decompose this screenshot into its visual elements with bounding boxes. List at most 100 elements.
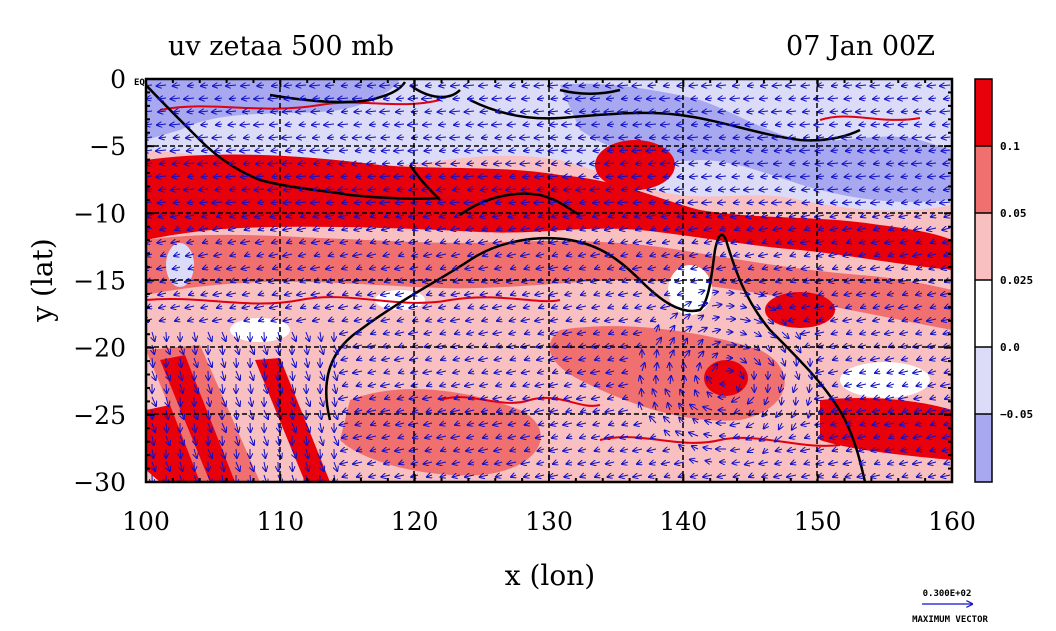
- positive-patch: [595, 140, 675, 190]
- wind-vector: [245, 228, 250, 230]
- wind-vector: [256, 163, 265, 164]
- wind-vector: [397, 98, 405, 99]
- wind-vector: [286, 215, 293, 217]
- wind-vector: [790, 189, 797, 190]
- wind-vector: [468, 514, 474, 516]
- wind-vector: [605, 202, 615, 203]
- wind-vector: [412, 111, 419, 112]
- wind-vector: [692, 124, 699, 125]
- wind-vector: [775, 189, 783, 190]
- wind-vector: [184, 189, 195, 190]
- wind-vector: [832, 176, 839, 177]
- wind-vector: [828, 189, 839, 190]
- wind-vector: [241, 124, 251, 125]
- wind-vector: [590, 189, 601, 190]
- wind-vector: [306, 488, 310, 497]
- wind-vector: [940, 202, 951, 203]
- wind-vector: [383, 241, 391, 243]
- wind-vector: [272, 176, 279, 177]
- wind-vector: [536, 163, 545, 164]
- wind-vector: [929, 189, 937, 190]
- wind-vector: [146, 150, 153, 151]
- wind-vector: [297, 137, 307, 138]
- wind-vector: [940, 85, 951, 86]
- wind-vector: [208, 488, 209, 497]
- wind-vector: [604, 137, 615, 138]
- wind-vector: [242, 215, 251, 217]
- wind-vector: [455, 215, 460, 217]
- wind-vector: [426, 85, 433, 86]
- wind-vector: [339, 163, 349, 164]
- wind-vector: [228, 241, 237, 243]
- wind-vector: [226, 176, 237, 177]
- wind-vector: [538, 98, 545, 99]
- wind-vector: [478, 150, 489, 151]
- wind-vector: [171, 98, 181, 99]
- wind-vector: [198, 163, 209, 164]
- wind-vector: [650, 137, 657, 138]
- wind-vector: [286, 124, 293, 125]
- wind-vector: [886, 85, 895, 86]
- wind-vector: [510, 501, 516, 503]
- wind-vector: [870, 176, 881, 177]
- wind-vector: [397, 189, 405, 190]
- wind-vector: [744, 98, 755, 99]
- wind-vector: [495, 85, 503, 86]
- wind-vector: [804, 137, 811, 138]
- wind-vector: [367, 202, 377, 203]
- wind-vector: [940, 176, 951, 177]
- wind-vector: [607, 98, 615, 99]
- wind-vector: [371, 215, 376, 217]
- wind-vector: [929, 150, 937, 151]
- wind-vector: [328, 137, 335, 138]
- wind-vector: [327, 202, 335, 203]
- wind-vector: [395, 124, 405, 125]
- wind-vector: [175, 228, 180, 230]
- wind-vector: [647, 215, 657, 217]
- wind-vector: [551, 98, 559, 99]
- wind-vector: [320, 488, 324, 497]
- wind-vector: [565, 111, 573, 112]
- wind-vector: [454, 98, 461, 99]
- wind-vector: [370, 124, 377, 125]
- wind-vector: [270, 215, 279, 217]
- wind-vector: [857, 137, 867, 138]
- wind-vector: [423, 163, 433, 164]
- wind-vector: [381, 137, 391, 138]
- wind-vector: [522, 501, 530, 503]
- wind-vector: [660, 98, 671, 99]
- wind-vector: [942, 228, 951, 230]
- wind-vector: [186, 137, 195, 138]
- wind-vector: [523, 488, 530, 490]
- wind-vector: [524, 150, 531, 151]
- wind-vector: [187, 241, 195, 243]
- wind-vector: [942, 137, 951, 138]
- wind-vector: [632, 150, 643, 151]
- max-vector-label: MAXIMUM VECTOR: [912, 615, 988, 625]
- wind-vector: [427, 501, 432, 503]
- wind-vector: [762, 514, 768, 516]
- wind-vector: [398, 488, 404, 490]
- wind-vector: [787, 150, 797, 151]
- wind-vector: [271, 202, 279, 203]
- wind-vector: [534, 111, 545, 112]
- wind-vector: [689, 228, 699, 230]
- wind-vector: [258, 111, 265, 112]
- wind-vector: [592, 228, 601, 230]
- wind-vector: [268, 189, 279, 190]
- chart-title-left: uv zetaa 500 mb: [168, 31, 394, 62]
- wind-vector: [886, 176, 895, 177]
- wind-vector: [787, 202, 797, 203]
- wind-vector: [605, 163, 615, 164]
- wind-vector: [717, 124, 727, 125]
- wind-vector: [353, 137, 363, 138]
- wind-vector: [786, 176, 797, 177]
- wind-vector: [523, 176, 531, 177]
- wind-vector: [636, 163, 643, 164]
- wind-vector: [341, 176, 349, 177]
- wind-vector: [509, 228, 517, 230]
- wind-vector: [903, 501, 908, 503]
- wind-vector: [662, 150, 671, 151]
- wind-vector: [270, 124, 279, 125]
- wind-vector: [664, 111, 671, 112]
